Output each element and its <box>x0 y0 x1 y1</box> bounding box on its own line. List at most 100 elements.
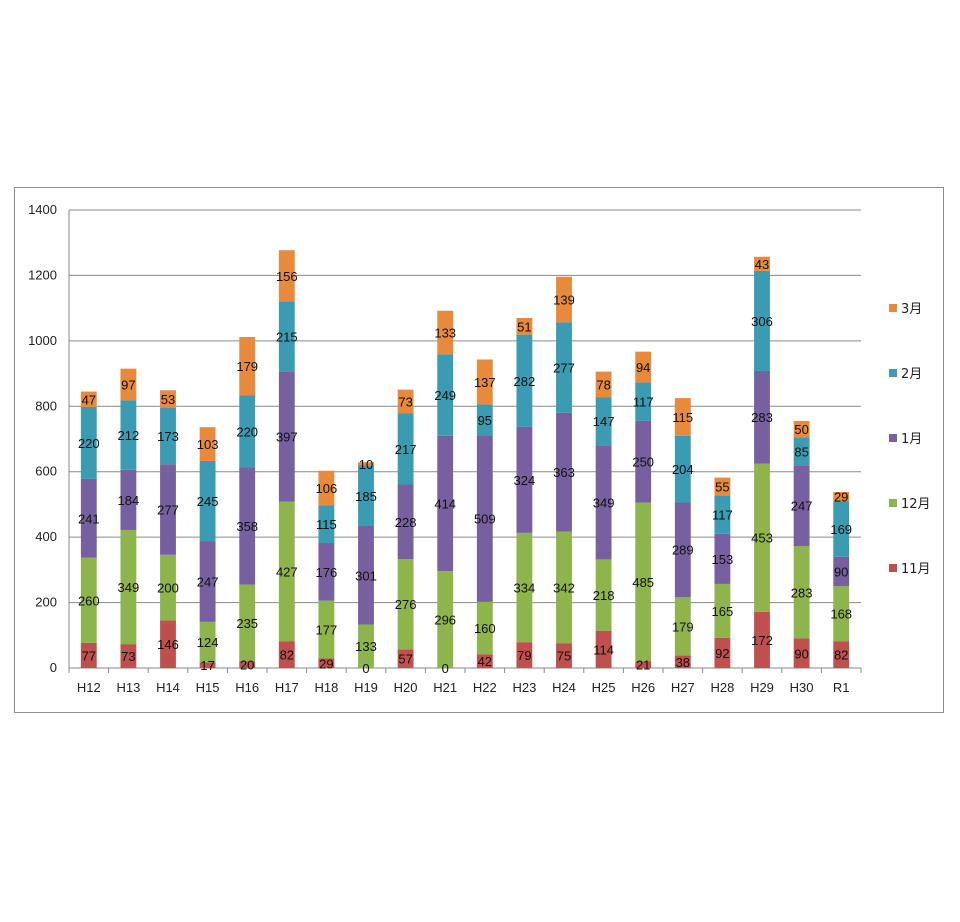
data-label: 124 <box>197 635 219 650</box>
bar-segment <box>80 642 97 668</box>
data-label: 200 <box>157 581 179 596</box>
bar-segment <box>120 469 137 530</box>
bar-segment <box>635 382 652 421</box>
bar-segment <box>80 557 97 643</box>
data-label: 73 <box>398 395 412 410</box>
bar-segment <box>239 661 256 668</box>
data-label: 220 <box>78 436 100 451</box>
bar-segment <box>714 637 731 668</box>
data-labels: 7726024122047733491842129714620027717353… <box>78 257 852 676</box>
data-label: 85 <box>794 444 808 459</box>
data-label: 250 <box>632 455 654 470</box>
data-label: 453 <box>751 531 773 546</box>
bar-segment <box>397 413 414 485</box>
data-label: 185 <box>355 489 377 504</box>
data-label: 296 <box>434 613 456 628</box>
data-label: 117 <box>633 395 654 410</box>
legend-label: 3月 <box>901 302 922 317</box>
data-label: 245 <box>197 494 219 509</box>
bar-segment <box>556 531 572 644</box>
data-label: 82 <box>834 648 848 663</box>
bars <box>80 250 850 668</box>
bar-segment <box>278 501 295 642</box>
x-tick-label: H12 <box>77 680 101 695</box>
data-label: 324 <box>514 473 536 488</box>
bar-segment <box>160 407 176 465</box>
data-label: 38 <box>676 655 690 670</box>
x-tick-label: H23 <box>512 680 536 695</box>
data-label: 133 <box>355 639 377 654</box>
data-label: 173 <box>157 429 179 444</box>
x-tick-label: R1 <box>833 680 850 695</box>
y-tick-label: 1400 <box>28 202 57 217</box>
x-tick-label: H22 <box>473 680 497 695</box>
bar-segment <box>793 437 810 466</box>
data-label: 153 <box>712 552 734 567</box>
bar-segment <box>595 445 612 560</box>
data-label: 179 <box>672 619 694 634</box>
bar-segment <box>516 642 533 668</box>
x-tick-label: H20 <box>394 680 418 695</box>
data-label: 75 <box>557 649 571 664</box>
bar-segment <box>397 484 414 560</box>
data-label: 50 <box>794 422 808 437</box>
data-label: 179 <box>236 359 258 374</box>
x-tick-label: H19 <box>354 680 378 695</box>
bar-segment <box>674 655 691 668</box>
data-label: 53 <box>161 392 175 407</box>
legend-label: 2月 <box>901 367 922 382</box>
data-label: 260 <box>78 593 100 608</box>
bar-segment <box>516 317 533 335</box>
data-label: 79 <box>517 648 531 663</box>
data-label: 90 <box>794 646 808 661</box>
x-tick-label: H24 <box>552 680 576 695</box>
data-label: 106 <box>316 481 338 496</box>
data-label: 165 <box>712 604 734 619</box>
data-label: 215 <box>276 329 298 344</box>
x-tick-label: H17 <box>275 680 299 695</box>
data-label: 115 <box>316 517 337 532</box>
data-label: 168 <box>830 607 852 622</box>
x-tick-label: H16 <box>235 680 259 695</box>
bar-segment <box>674 502 691 598</box>
bar-segment <box>199 427 216 461</box>
bar-segment <box>239 336 256 396</box>
bar-segment <box>318 658 335 668</box>
data-label: 21 <box>636 658 650 673</box>
bar-segment <box>160 554 176 621</box>
data-label: 133 <box>434 326 456 341</box>
data-label: 397 <box>276 430 298 445</box>
data-label: 95 <box>478 413 492 428</box>
bar-segment <box>120 400 137 470</box>
bar-segment <box>833 491 850 502</box>
bar-segment <box>833 501 850 557</box>
legend-swatch <box>889 369 897 377</box>
bar-segment <box>793 545 810 639</box>
bar-segment <box>437 354 454 436</box>
bar-segment <box>358 526 374 625</box>
x-tick-label: H28 <box>710 680 734 695</box>
data-label: 358 <box>236 519 258 534</box>
data-label: 94 <box>636 360 650 375</box>
bar-segment <box>476 404 493 436</box>
bar-segment <box>239 467 256 585</box>
bar-segment <box>318 505 335 544</box>
bar-segment <box>160 390 176 408</box>
bar-segment <box>437 435 454 572</box>
bar-segment <box>278 301 295 372</box>
data-label: 277 <box>157 502 179 517</box>
bar-segment <box>635 661 652 668</box>
data-label: 427 <box>276 564 298 579</box>
bar-segment <box>556 412 572 532</box>
bar-segment <box>397 649 414 668</box>
data-label: 217 <box>395 442 417 457</box>
data-label: 42 <box>478 654 492 669</box>
bar-segment <box>556 643 572 668</box>
data-label: 172 <box>751 633 773 648</box>
bar-segment <box>556 276 572 323</box>
bar-segment <box>516 532 533 643</box>
x-tick-label: H21 <box>433 680 457 695</box>
legend-label: 11月 <box>901 562 931 577</box>
data-label: 176 <box>316 565 338 580</box>
